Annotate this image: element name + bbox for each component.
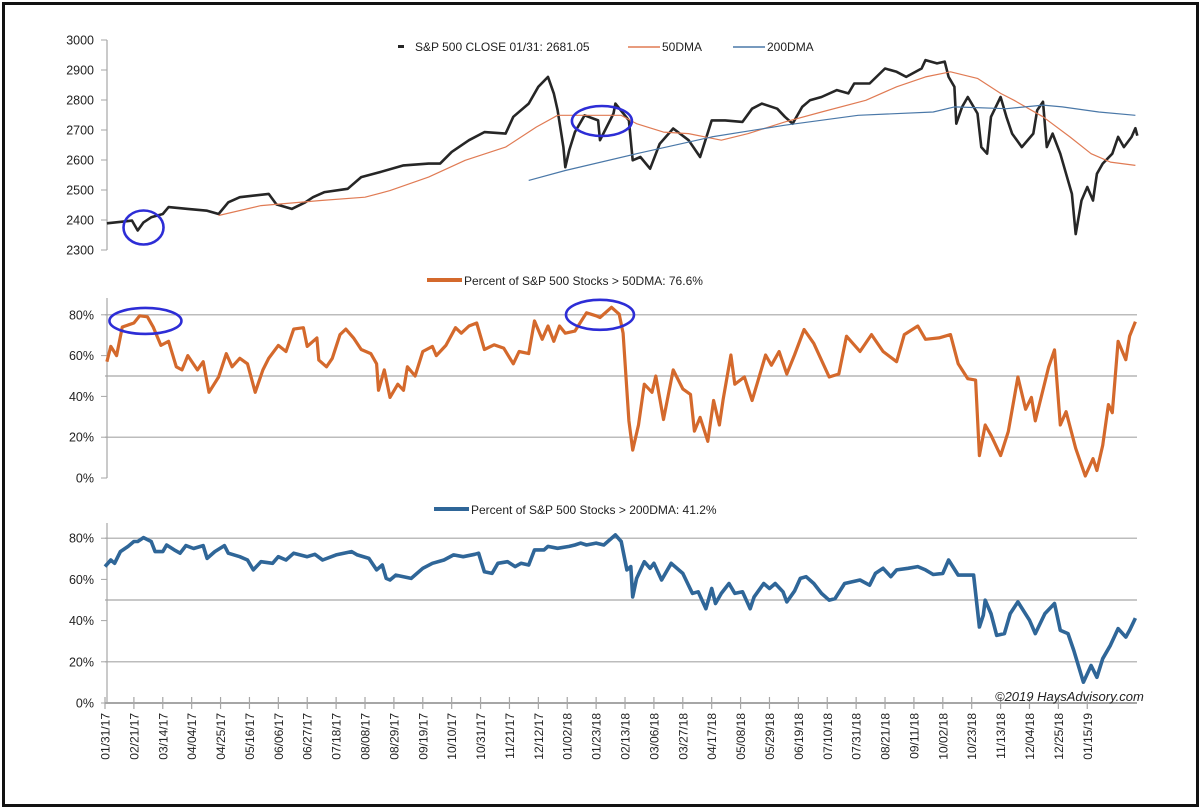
y-tick-label: 80% bbox=[69, 532, 94, 546]
x-tick-label: 05/16/17 bbox=[243, 713, 257, 760]
highlight-circle bbox=[108, 306, 183, 336]
x-tick-label: 01/23/18 bbox=[590, 713, 604, 760]
highlight-circle bbox=[564, 298, 636, 332]
top-legend: S&P 500 CLOSE 01/31: 2681.05 50DMA 200DM… bbox=[398, 40, 814, 54]
x-tick-label: 08/29/17 bbox=[387, 713, 401, 760]
x-tick-label: 10/10/17 bbox=[445, 713, 459, 760]
mid-legend: Percent of S&P 500 Stocks > 50DMA: 76.6% bbox=[427, 274, 703, 288]
x-tick-label: 03/27/18 bbox=[676, 713, 690, 760]
x-tick-label: 04/04/17 bbox=[185, 713, 199, 760]
y-tick-label: 40% bbox=[69, 614, 94, 628]
x-tick-label: 01/31/17 bbox=[99, 713, 113, 760]
x-tick-label: 04/25/17 bbox=[214, 713, 228, 760]
x-tick-label: 02/13/18 bbox=[619, 713, 633, 760]
x-tick-label: 06/19/18 bbox=[792, 713, 806, 760]
y-tick-label: 2500 bbox=[66, 184, 94, 198]
x-tick-label: 05/29/18 bbox=[763, 713, 777, 760]
x-tick-label: 10/02/18 bbox=[936, 713, 950, 760]
x-axis: 01/31/17 02/21/17 03/14/17 04/04/17 04/25/17… bbox=[99, 697, 1137, 760]
x-tick-label: 10/23/18 bbox=[965, 713, 979, 760]
x-tick-label: 03/06/18 bbox=[647, 713, 661, 760]
y-tick-label: 60% bbox=[69, 573, 94, 587]
y-tick-label: 2300 bbox=[66, 244, 94, 258]
sp500-close-line bbox=[106, 58, 1139, 236]
legend-label-sp500: S&P 500 CLOSE 01/31: 2681.05 bbox=[415, 40, 590, 54]
x-tick-label: 07/31/18 bbox=[850, 713, 864, 760]
y-tick-label: 80% bbox=[69, 308, 94, 322]
x-tick-label: 12/25/18 bbox=[1052, 713, 1066, 760]
x-tick-label: 09/19/17 bbox=[416, 713, 430, 760]
x-tick-label: 09/11/18 bbox=[907, 713, 921, 759]
x-tick-label: 05/08/18 bbox=[734, 713, 748, 760]
50dma-line bbox=[218, 71, 1136, 217]
y-tick-label: 0% bbox=[76, 472, 94, 486]
x-tick-label: 03/14/17 bbox=[156, 713, 170, 760]
y-tick-label: 2700 bbox=[66, 124, 94, 138]
y-tick-label: 0% bbox=[76, 697, 94, 711]
200dma-line bbox=[528, 104, 1136, 181]
x-tick-label: 11/21/17 bbox=[503, 713, 517, 759]
x-tick-label: 07/18/17 bbox=[330, 713, 344, 760]
legend-label-50dma-pct: Percent of S&P 500 Stocks > 50DMA: 76.6% bbox=[464, 274, 703, 288]
x-tick-label: 11/13/18 bbox=[994, 713, 1008, 759]
y-tick-label: 3000 bbox=[66, 34, 94, 48]
x-tick-label: 12/12/17 bbox=[532, 713, 546, 760]
pct-above-50dma-panel: 0% 20% 40% 60% 80% bbox=[69, 298, 1137, 486]
sp500-price-panel: 2300 2400 2500 2600 2700 2800 2900 3000 bbox=[66, 34, 1139, 258]
pct-above-200dma-line bbox=[103, 533, 1138, 684]
x-tick-label: 01/15/19 bbox=[1081, 713, 1095, 760]
y-tick-label: 60% bbox=[69, 349, 94, 363]
highlight-circle bbox=[570, 104, 634, 138]
copyright-text: ©2019 HaysAdvisory.com bbox=[995, 689, 1144, 704]
x-tick-label: 07/10/18 bbox=[821, 713, 835, 760]
y-tick-label: 2400 bbox=[66, 214, 94, 228]
legend-marker-sp500 bbox=[398, 45, 404, 48]
legend-label-200dma: 200DMA bbox=[767, 40, 814, 54]
y-tick-label: 2900 bbox=[66, 64, 94, 78]
x-tick-label: 08/08/17 bbox=[359, 713, 373, 760]
y-tick-label: 2600 bbox=[66, 154, 94, 168]
pct-above-200dma-panel: 0% 20% 40% 60% 80% bbox=[69, 523, 1138, 711]
bot-legend: Percent of S&P 500 Stocks > 200DMA: 41.2… bbox=[434, 503, 717, 517]
x-tick-label: 06/27/17 bbox=[301, 713, 315, 760]
y-tick-label: 40% bbox=[69, 390, 94, 404]
x-tick-label: 12/04/18 bbox=[1023, 713, 1037, 760]
legend-label-200dma-pct: Percent of S&P 500 Stocks > 200DMA: 41.2… bbox=[471, 503, 717, 517]
y-tick-label: 20% bbox=[69, 431, 94, 445]
x-tick-label: 02/21/17 bbox=[127, 713, 141, 760]
x-tick-label: 08/21/18 bbox=[879, 713, 893, 760]
x-tick-label: 04/17/18 bbox=[705, 713, 719, 760]
legend-label-50dma: 50DMA bbox=[662, 40, 702, 54]
x-tick-label: 10/31/17 bbox=[474, 713, 488, 760]
y-tick-label: 20% bbox=[69, 655, 94, 669]
y-tick-label: 2800 bbox=[66, 94, 94, 108]
x-tick-label: 01/02/18 bbox=[561, 713, 575, 760]
highlight-circle bbox=[122, 209, 165, 246]
x-tick-label: 06/06/17 bbox=[272, 713, 286, 760]
pct-above-50dma-line bbox=[105, 305, 1137, 478]
